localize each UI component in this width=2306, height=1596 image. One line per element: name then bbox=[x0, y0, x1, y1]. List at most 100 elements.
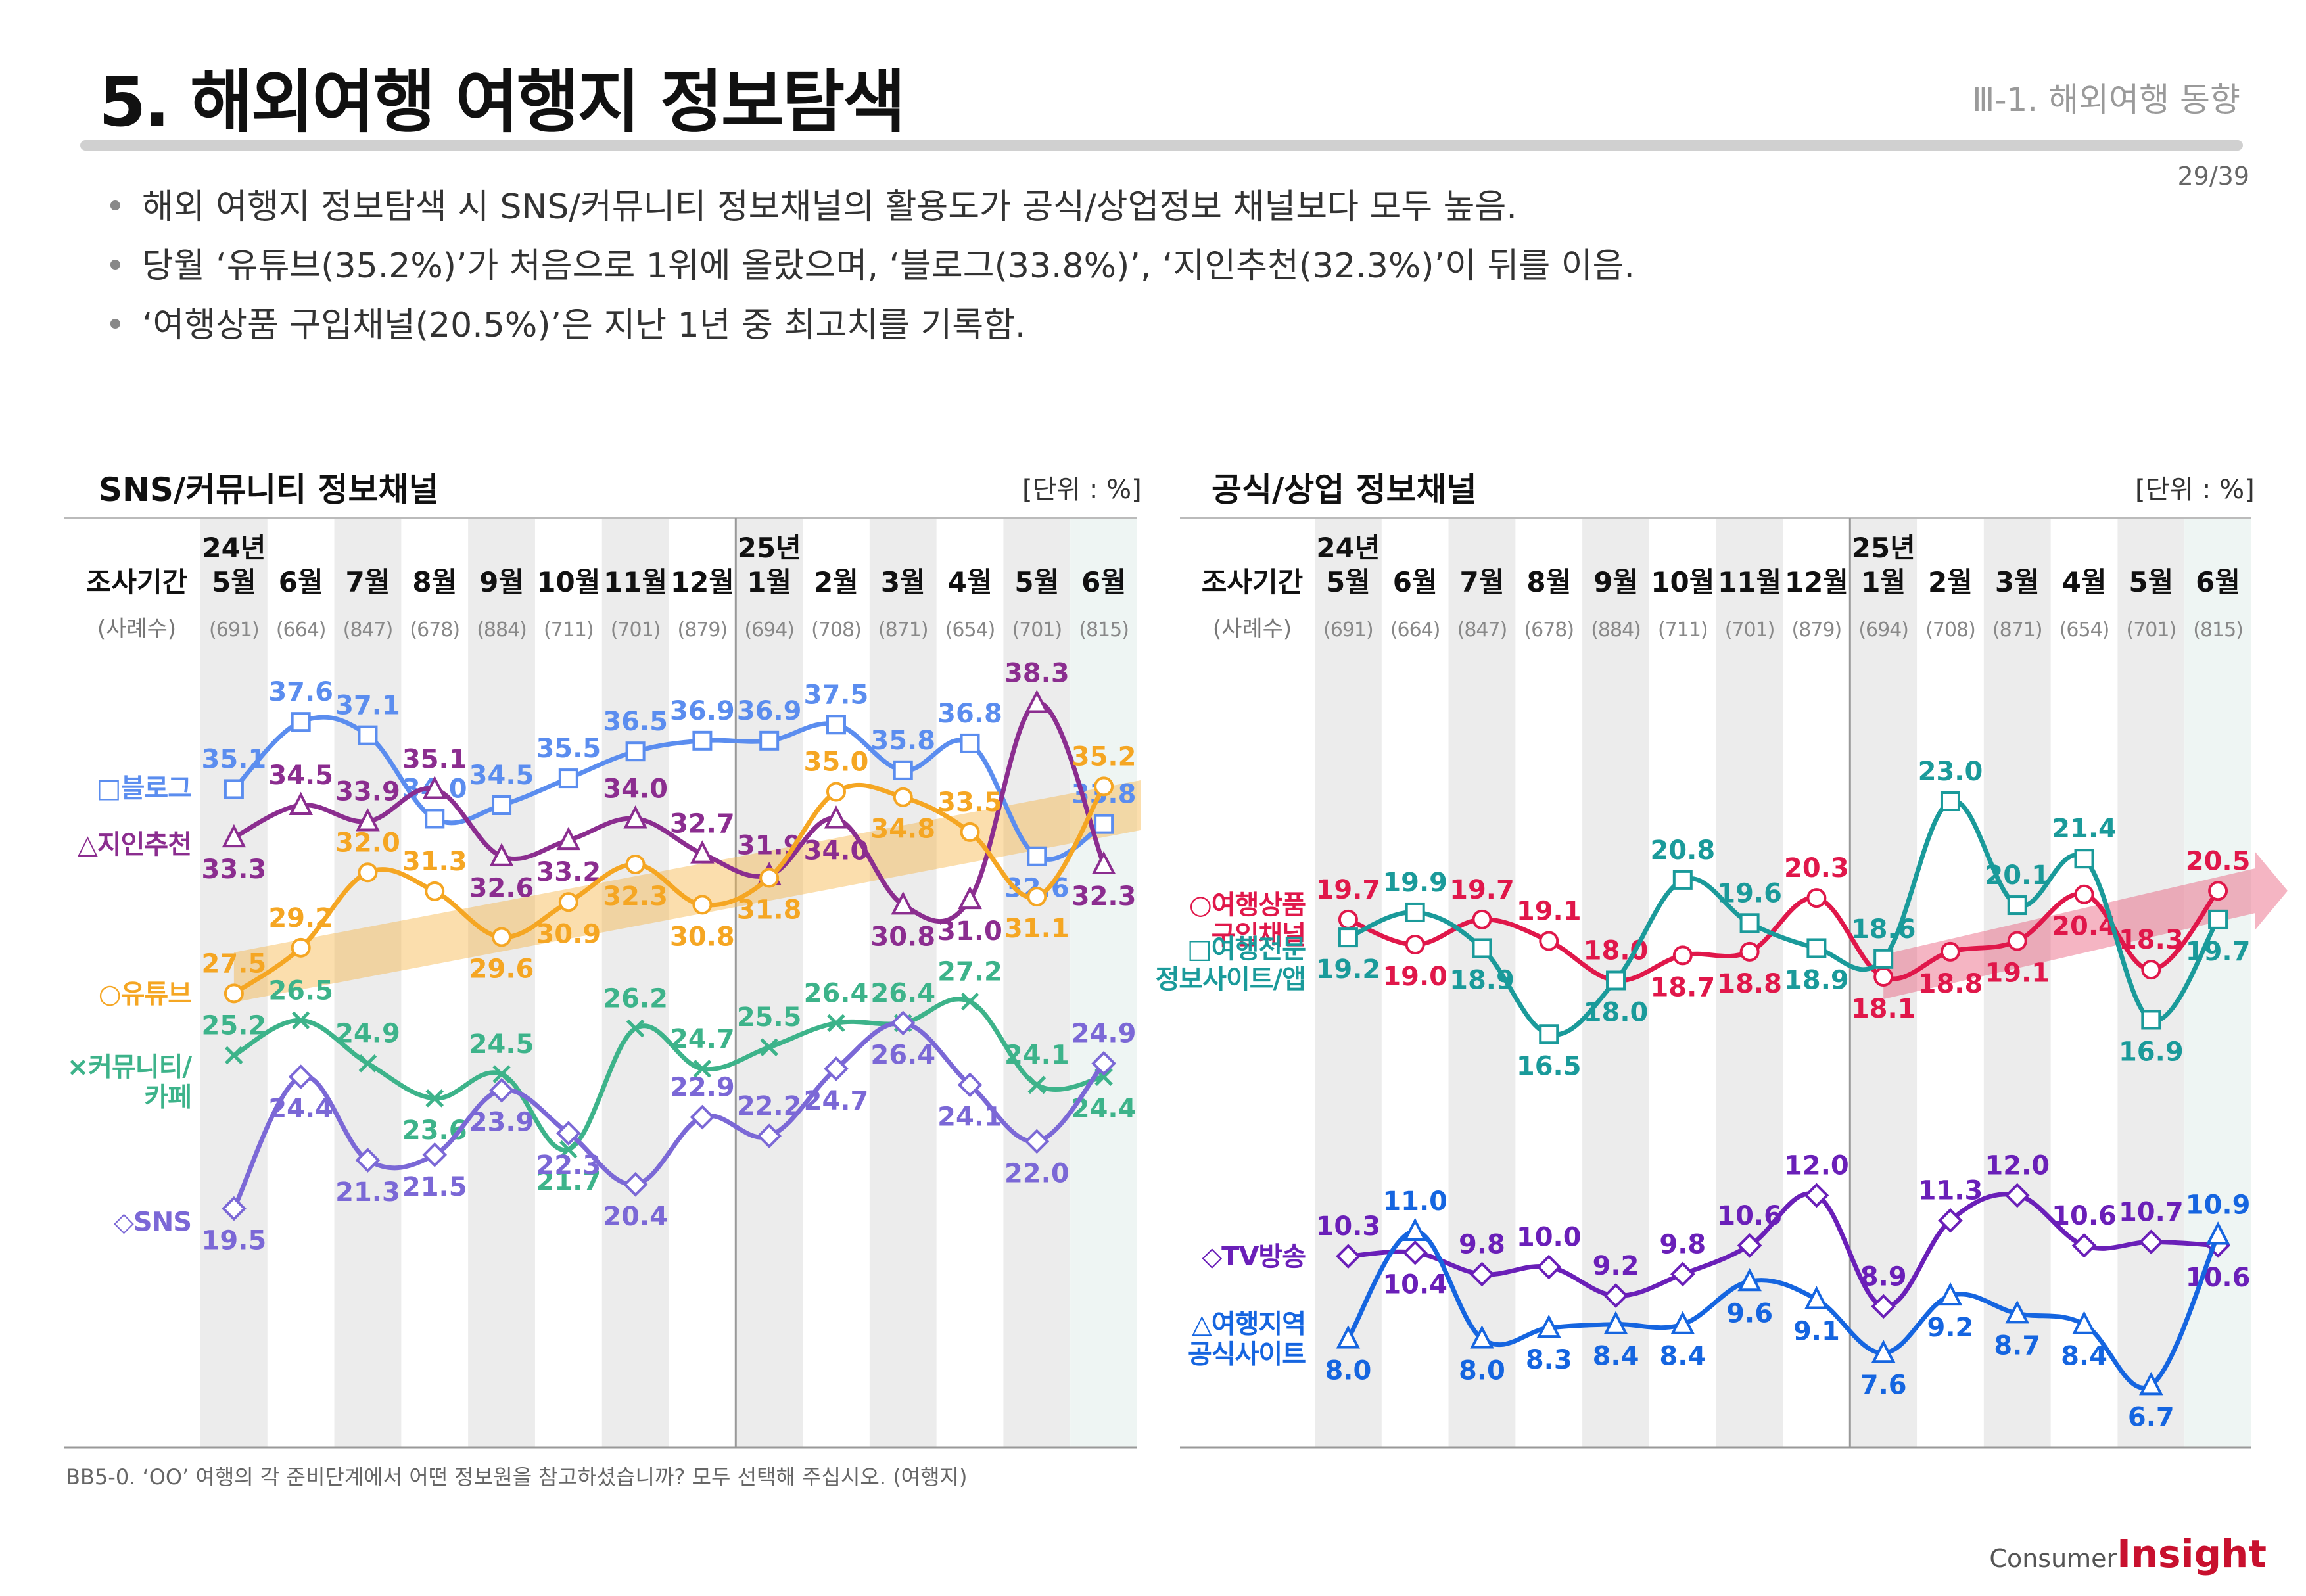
triangle-marker bbox=[2139, 1371, 2163, 1396]
series-line bbox=[233, 997, 1104, 1152]
data-label: 34.0 bbox=[603, 774, 668, 804]
data-label: 30.8 bbox=[870, 922, 935, 952]
sample-size: (701) bbox=[1725, 619, 1775, 642]
circle-marker bbox=[1806, 888, 1827, 908]
square-marker bbox=[1672, 870, 1693, 890]
diamond-marker bbox=[757, 1123, 782, 1149]
month-tick-label: 7월 bbox=[346, 566, 390, 598]
month-tick-label: 5월 bbox=[1014, 566, 1059, 598]
data-label: 26.4 bbox=[870, 1040, 935, 1070]
square-marker bbox=[826, 715, 846, 735]
year-label: 25년 bbox=[1852, 532, 1916, 564]
footnote: BB5-0. ‘OO’ 여행의 각 준비단계에서 어떤 정보원을 참고하셨습니까… bbox=[66, 1465, 968, 1490]
diamond-marker bbox=[1871, 1294, 1896, 1319]
data-label: 10.9 bbox=[2186, 1190, 2251, 1220]
data-label: 36.5 bbox=[603, 707, 668, 737]
data-label: 32.3 bbox=[603, 881, 668, 912]
data-label: 18.9 bbox=[1449, 965, 1515, 995]
x-marker bbox=[1027, 1075, 1047, 1094]
square-marker bbox=[1472, 938, 1492, 958]
circle-marker bbox=[625, 855, 646, 874]
diamond-marker bbox=[690, 1104, 715, 1130]
month-tick-label: 5월 bbox=[212, 566, 256, 598]
legend-entry: ◇SNS bbox=[114, 1208, 191, 1238]
sample-size: (691) bbox=[209, 619, 259, 642]
triangle-marker bbox=[2072, 1311, 2096, 1334]
legend-entry: □여행전문 bbox=[1187, 934, 1306, 964]
x-marker bbox=[960, 992, 979, 1011]
data-label: 31.8 bbox=[737, 895, 802, 925]
sample-size: (654) bbox=[945, 619, 995, 642]
series-line bbox=[231, 1020, 1106, 1210]
square-marker bbox=[1338, 927, 1358, 948]
left-chart-unit: [단위 : %] bbox=[1022, 475, 1142, 505]
circle-marker bbox=[893, 787, 913, 807]
month-tick-label: 11월 bbox=[1718, 566, 1781, 598]
data-label: 18.9 bbox=[1784, 965, 1849, 995]
month-tick-label: 8월 bbox=[412, 566, 457, 598]
diamond-marker bbox=[2004, 1183, 2030, 1208]
x-marker bbox=[559, 1140, 578, 1159]
data-label: 8.4 bbox=[1659, 1342, 1706, 1372]
data-label: 19.7 bbox=[1449, 875, 1515, 905]
month-tick-label: 9월 bbox=[479, 566, 524, 598]
data-label: 27.2 bbox=[937, 957, 1002, 987]
legend-entry: 구입채널 bbox=[1212, 920, 1306, 951]
year-label: 24년 bbox=[202, 532, 266, 564]
month-tick-label: 3월 bbox=[881, 566, 926, 598]
data-label: 10.6 bbox=[1717, 1201, 1782, 1231]
brand-logo: ConsumerInsight bbox=[1989, 1532, 2267, 1576]
data-label: 20.1 bbox=[1985, 860, 2050, 891]
data-label: 9.8 bbox=[1459, 1229, 1505, 1259]
data-label: 24.9 bbox=[1071, 1019, 1137, 1049]
month-tick-label: 6월 bbox=[1081, 566, 1126, 598]
bullet-text: 해외 여행지 정보탐색 시 SNS/커뮤니티 정보채널의 활용도가 공식/상업정… bbox=[142, 187, 1517, 227]
data-label: 19.9 bbox=[1382, 868, 1447, 898]
left-chart-title: SNS/커뮤니티 정보채널 bbox=[99, 471, 439, 509]
right-chart-unit: [단위 : %] bbox=[2135, 475, 2255, 505]
sample-size: (708) bbox=[1925, 619, 1975, 642]
square-marker bbox=[1606, 970, 1626, 991]
data-label: 23.9 bbox=[469, 1108, 534, 1138]
data-label: 24.4 bbox=[268, 1094, 333, 1124]
sample-size: (871) bbox=[1992, 619, 2042, 642]
square-marker bbox=[291, 712, 311, 732]
title-divider bbox=[80, 140, 2243, 151]
month-tick-label: 5월 bbox=[2129, 566, 2173, 598]
data-label: 25.5 bbox=[737, 1002, 802, 1033]
circle-marker bbox=[558, 892, 578, 912]
square-marker bbox=[2007, 895, 2027, 916]
triangle-marker bbox=[1091, 851, 1116, 874]
square-marker bbox=[2074, 849, 2094, 869]
square-marker bbox=[1739, 913, 1760, 933]
data-label: 22.2 bbox=[737, 1091, 802, 1121]
data-label: 20.4 bbox=[2052, 912, 2117, 942]
data-label: 35.1 bbox=[402, 744, 467, 774]
data-label: 35.2 bbox=[1071, 741, 1137, 772]
circle-marker bbox=[1873, 967, 1894, 987]
legend-entry: 카페 bbox=[144, 1082, 191, 1112]
diamond-marker bbox=[1469, 1261, 1495, 1287]
month-tick-label: 8월 bbox=[1526, 566, 1571, 598]
row-label: 조사기간 bbox=[1202, 566, 1304, 598]
column-band bbox=[601, 518, 669, 1447]
triangle-marker bbox=[422, 776, 447, 799]
circle-marker bbox=[425, 881, 445, 901]
triangle-marker bbox=[1536, 1314, 1561, 1338]
column-band bbox=[1003, 518, 1071, 1447]
data-label: 25.2 bbox=[202, 1010, 267, 1041]
circle-marker bbox=[1338, 909, 1358, 929]
data-label: 24.9 bbox=[335, 1019, 400, 1049]
series-line bbox=[233, 701, 1106, 924]
data-label: 21.3 bbox=[335, 1177, 400, 1208]
data-label: 36.8 bbox=[937, 699, 1002, 729]
triangle-marker bbox=[2005, 1300, 2030, 1324]
diamond-marker bbox=[1536, 1254, 1562, 1280]
data-label: 33.2 bbox=[536, 857, 601, 887]
data-label: 8.4 bbox=[1593, 1342, 1639, 1372]
sample-size: (847) bbox=[343, 619, 393, 642]
data-label: 26.4 bbox=[870, 978, 935, 1008]
data-label: 24.7 bbox=[670, 1024, 735, 1054]
month-tick-label: 1월 bbox=[747, 566, 791, 598]
square-marker bbox=[1027, 846, 1047, 866]
